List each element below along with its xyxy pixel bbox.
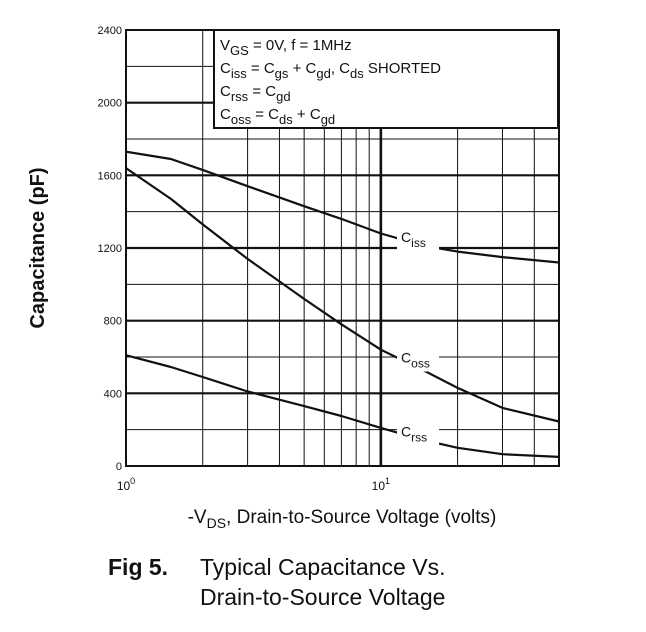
- conditions-subscript: iss: [231, 66, 247, 81]
- x-tick-label: 101: [372, 476, 390, 493]
- conditions-text: = C: [247, 60, 275, 77]
- y-tick-label: 0: [116, 461, 122, 473]
- series-label-bg: [397, 347, 440, 372]
- x-axis-label-subscript: DS: [207, 515, 226, 531]
- conditions-line: Crss = Cgd: [220, 83, 291, 104]
- figure-caption: Fig 5. Typical Capacitance Vs. Drain-to-S…: [108, 552, 445, 612]
- series-label-bg: [397, 421, 440, 446]
- x-tick-exponent: 1: [385, 476, 390, 486]
- series-label-subscript: oss: [411, 357, 430, 371]
- conditions-text: = 0V, f = 1MHz: [249, 37, 352, 54]
- conditions-text: C: [220, 60, 231, 77]
- conditions-subscript: rss: [231, 89, 249, 104]
- series-label-oss: Coss: [401, 350, 430, 371]
- series-label-base: C: [401, 350, 411, 366]
- y-tick-label: 2000: [98, 98, 122, 110]
- conditions-text: SHORTED: [364, 60, 441, 77]
- x-tick-exponent: 0: [130, 476, 135, 486]
- conditions-line: VGS = 0V, f = 1MHz: [220, 37, 352, 58]
- conditions-line: Ciss = Cgs + Cgd, Cds SHORTED: [220, 60, 441, 81]
- series-line-iss: [125, 150, 560, 264]
- conditions-box-frame: [213, 29, 559, 129]
- conditions-subscript: ds: [350, 66, 364, 81]
- x-axis-label-rest: , Drain-to-Source Voltage (volts): [226, 507, 496, 528]
- conditions-subscript: gs: [275, 66, 289, 81]
- x-tick-base: 10: [117, 479, 131, 493]
- conditions-subscript: oss: [231, 112, 252, 127]
- y-axis-label: Capacitance (pF): [27, 167, 49, 328]
- series-label-subscript: iss: [411, 236, 426, 250]
- conditions-subscript: gd: [316, 66, 330, 81]
- x-tick-label: 100: [117, 476, 135, 493]
- conditions-text: C: [220, 106, 231, 123]
- conditions-text: + C: [293, 106, 321, 123]
- conditions-text: = C: [251, 106, 279, 123]
- series-label-subscript: rss: [411, 431, 427, 445]
- y-tick-label: 800: [104, 316, 122, 328]
- x-axis-label: -VDS, Drain-to-Source Voltage (volts): [188, 507, 497, 531]
- y-tick-label: 2400: [98, 25, 122, 37]
- x-axis-label-prefix: -V: [188, 507, 207, 528]
- x-tick-base: 10: [372, 479, 386, 493]
- figure-number: Fig 5.: [108, 554, 169, 580]
- conditions-subscript: gd: [276, 89, 290, 104]
- series-line-rss: [125, 354, 560, 458]
- conditions-text: , C: [331, 60, 350, 77]
- x-axis-ticks: 100 101: [117, 476, 390, 493]
- y-axis-ticks: 0 400 800 1200 1600 2000 2400: [98, 25, 122, 473]
- conditions-subscript: GS: [230, 43, 249, 58]
- figure-title-line-2: Drain-to-Source Voltage: [200, 584, 446, 610]
- series-label-base: C: [401, 424, 411, 440]
- figure-title-line-1: Typical Capacitance Vs.: [200, 554, 446, 580]
- conditions-subscript: gd: [321, 112, 335, 127]
- conditions-text: V: [220, 37, 230, 54]
- series-label-base: C: [401, 229, 411, 245]
- conditions-text: = C: [248, 83, 276, 100]
- conditions-text: + C: [288, 60, 316, 77]
- y-tick-label: 1200: [98, 243, 122, 255]
- series-line-oss: [125, 167, 560, 423]
- series-label-rss: Crss: [401, 424, 427, 445]
- conditions-line: Coss = Cds + Cgd: [220, 106, 335, 127]
- conditions-subscript: ds: [279, 112, 293, 127]
- series-label-bg: [397, 227, 440, 252]
- y-tick-label: 400: [104, 388, 122, 400]
- series-lines: [125, 150, 560, 458]
- conditions-text: C: [220, 83, 231, 100]
- series-label-iss: Ciss: [401, 229, 426, 250]
- y-tick-label: 1600: [98, 170, 122, 182]
